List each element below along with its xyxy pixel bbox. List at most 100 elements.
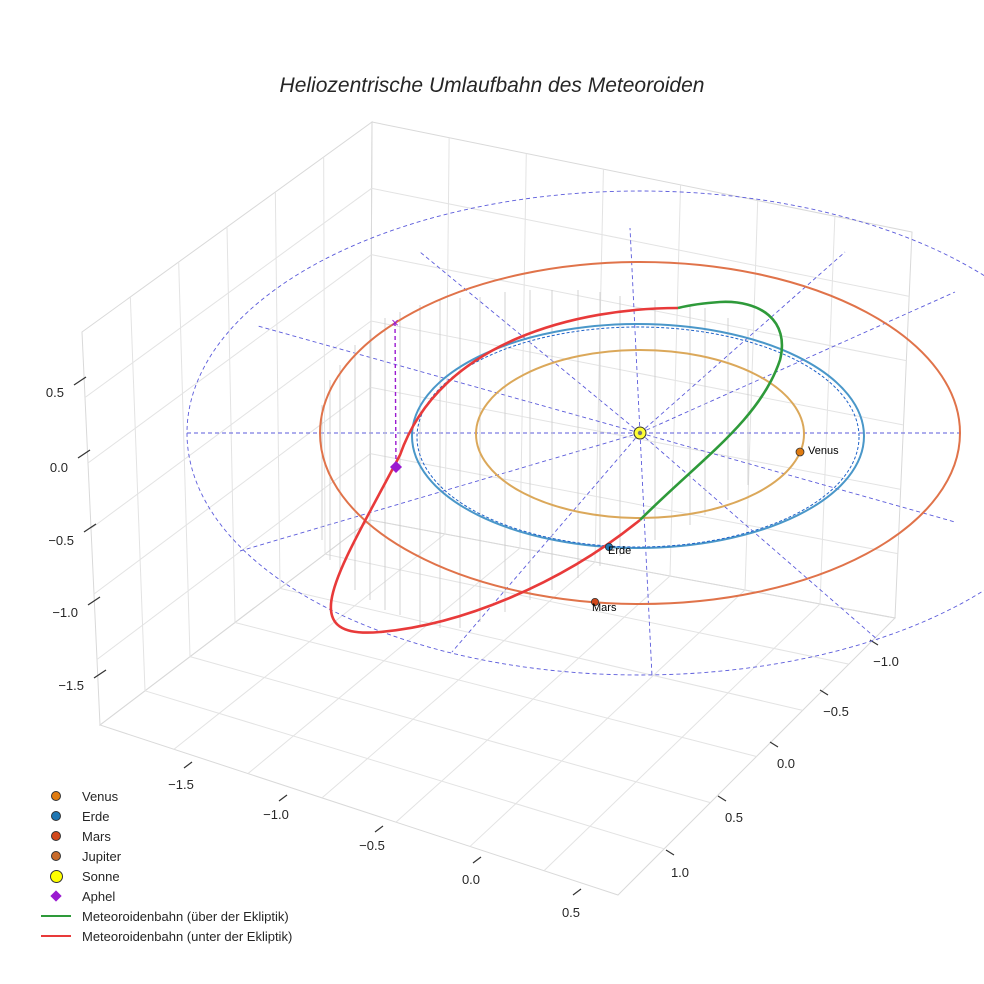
y-tick-label: 0.0	[777, 756, 795, 771]
mars-marker	[591, 598, 600, 607]
y-tick-mark	[819, 689, 829, 696]
gridline	[370, 453, 898, 555]
z-tick-label: −1.0	[52, 605, 78, 620]
x-tick-mark	[472, 856, 482, 864]
mars-label: Mars	[592, 602, 617, 614]
ecliptic-spoke	[639, 251, 846, 434]
ecliptic-spoke	[639, 432, 879, 641]
aphel-projection-marker: ×	[391, 315, 399, 330]
gridlines	[84, 137, 910, 872]
venus-orbit	[475, 349, 805, 519]
gridline	[93, 386, 371, 595]
legend-label: Venus	[82, 788, 119, 804]
ecliptic-spoke	[451, 432, 641, 653]
aphel-marker	[390, 461, 402, 473]
chart-title: Heliozentrische Umlaufbahn des Meteoroid…	[279, 74, 705, 97]
z-tick-mark	[93, 669, 107, 679]
red-line-icon	[41, 935, 71, 937]
legend-label: Jupiter	[82, 848, 122, 864]
legend-label: Meteoroidenbahn (über der Ekliptik)	[82, 908, 289, 924]
y-tick-label: 0.5	[725, 810, 743, 825]
meteoroid-orbit-above	[639, 300, 784, 521]
x-tick-mark	[278, 794, 288, 802]
y-tick-label: 1.0	[671, 865, 689, 880]
aphel-drop-line	[394, 321, 397, 468]
legend-label: Aphel	[82, 888, 116, 904]
earth-label: Erde	[608, 545, 631, 557]
legend-label: Sonne	[82, 868, 120, 884]
x-tick-label: −0.5	[359, 838, 385, 853]
ecliptic-spoke	[629, 227, 641, 434]
gridline	[84, 187, 372, 398]
gridline	[234, 622, 757, 757]
z-tick-labels: 0.5 0.0 −0.5 −1.0 −1.5	[46, 385, 84, 693]
y-tick-mark	[717, 795, 727, 802]
y-tick-mark	[769, 741, 779, 748]
y-tick-label: −0.5	[823, 704, 849, 719]
x-tick-label: 0.0	[462, 872, 480, 887]
z-tick-label: −1.5	[58, 678, 84, 693]
z-tick-mark	[77, 449, 91, 459]
venus-marker	[795, 447, 805, 457]
legend-item-meteor-above: Meteoroidenbahn (über der Ekliptik)	[38, 906, 292, 926]
drop-lines	[321, 290, 749, 628]
ecliptic-spoke	[639, 291, 956, 434]
ecliptic-spoke	[639, 432, 956, 523]
mars-dot-icon	[51, 831, 61, 841]
legend: Venus Erde Mars Jupiter Sonne Aphel Mete…	[38, 786, 292, 946]
back-right-pane	[369, 121, 913, 619]
legend-label: Mars	[82, 828, 111, 844]
z-tick-label: 0.0	[50, 460, 68, 475]
back-left-pane	[81, 121, 373, 726]
axis-panes	[81, 121, 913, 896]
gridline	[371, 187, 910, 297]
legend-item-mars: Mars	[38, 826, 292, 846]
z-tick-mark	[83, 523, 97, 533]
legend-label: Meteoroidenbahn (unter der Ekliptik)	[82, 928, 293, 944]
x-tick-mark	[572, 888, 582, 896]
gridline	[279, 587, 803, 711]
green-line-icon	[41, 915, 71, 917]
x-tick-label: −1.0	[263, 807, 289, 822]
earth-dot-icon	[51, 811, 61, 821]
diamond-icon	[50, 890, 62, 902]
gridline	[324, 553, 849, 665]
ecliptic-spoke	[639, 432, 653, 677]
earth-orbit	[411, 323, 865, 549]
gridline	[189, 656, 711, 804]
legend-item-venus: Venus	[38, 786, 292, 806]
z-tick-mark	[87, 596, 101, 606]
gridline	[90, 320, 372, 529]
earth-marker	[605, 543, 614, 552]
gridline	[370, 386, 901, 490]
y-tick-labels: −1.0 −0.5 0.0 0.5 1.0	[671, 654, 899, 880]
meteoroid-orbit-below	[329, 306, 679, 634]
gridline	[87, 254, 372, 464]
legend-item-sonne: Sonne	[38, 866, 292, 886]
z-tick-label: −0.5	[48, 533, 74, 548]
earth-orbit-inner	[416, 326, 860, 548]
sun-dot-icon	[49, 869, 63, 883]
venus-label: Venus	[808, 445, 839, 457]
x-tick-label: −1.5	[168, 777, 194, 792]
legend-item-jupiter: Jupiter	[38, 846, 292, 866]
venus-dot-icon	[51, 791, 61, 801]
gridline	[96, 453, 371, 660]
gridline	[144, 690, 665, 850]
jupiter-dot-icon	[51, 851, 61, 861]
y-tick-label: −1.0	[873, 654, 899, 669]
legend-item-meteor-below: Meteoroidenbahn (unter der Ekliptik)	[38, 926, 292, 946]
sun-core	[637, 430, 643, 436]
mars-orbit	[319, 261, 961, 605]
y-tick-mark	[665, 849, 675, 856]
x-tick-label: 0.5	[562, 905, 580, 920]
z-tick-label: 0.5	[46, 385, 64, 400]
x-tick-labels: −1.5 −1.0 −0.5 0.0 0.5	[168, 777, 580, 920]
gridline	[371, 254, 907, 362]
legend-label: Erde	[82, 808, 110, 824]
x-tick-mark	[374, 825, 384, 833]
legend-item-aphel: Aphel	[38, 886, 292, 906]
legend-item-erde: Erde	[38, 806, 292, 826]
z-tick-mark	[73, 376, 87, 386]
